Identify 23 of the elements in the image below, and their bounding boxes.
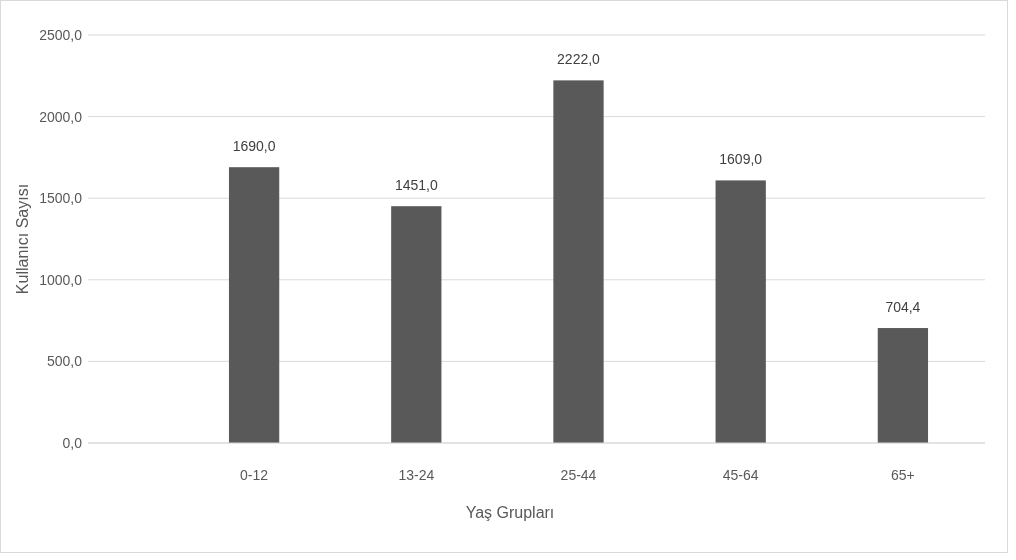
y-tick-label: 2000,0: [39, 108, 83, 125]
data-label: 704,4: [885, 299, 921, 316]
bar: [391, 206, 442, 443]
x-axis-title: Yaş Grupları: [465, 504, 555, 521]
y-tick-label: 0,0: [62, 434, 83, 451]
bar: [228, 167, 280, 443]
x-tick-label: 13-24: [398, 467, 435, 483]
y-axis-title: Kullanıcı Sayısı: [14, 183, 31, 295]
y-tick-label: 500,0: [46, 353, 83, 370]
x-tick-label: 45-64: [722, 467, 759, 483]
y-tick-label: 1500,0: [39, 190, 83, 207]
y-tick-label: 1000,0: [39, 271, 83, 288]
data-label: 1609,0: [719, 151, 763, 168]
bar: [715, 180, 766, 443]
y-tick-label: 2500,0: [39, 26, 83, 43]
x-tick-label: 25-44: [560, 467, 597, 483]
x-tick-label: 0-12: [240, 467, 269, 483]
bar: [553, 80, 604, 443]
bar: [877, 328, 929, 443]
x-tick-label: 65+: [891, 467, 915, 483]
data-label: 1451,0: [394, 177, 438, 194]
data-label: 2222,0: [557, 51, 601, 68]
data-label: 1690,0: [232, 138, 276, 155]
